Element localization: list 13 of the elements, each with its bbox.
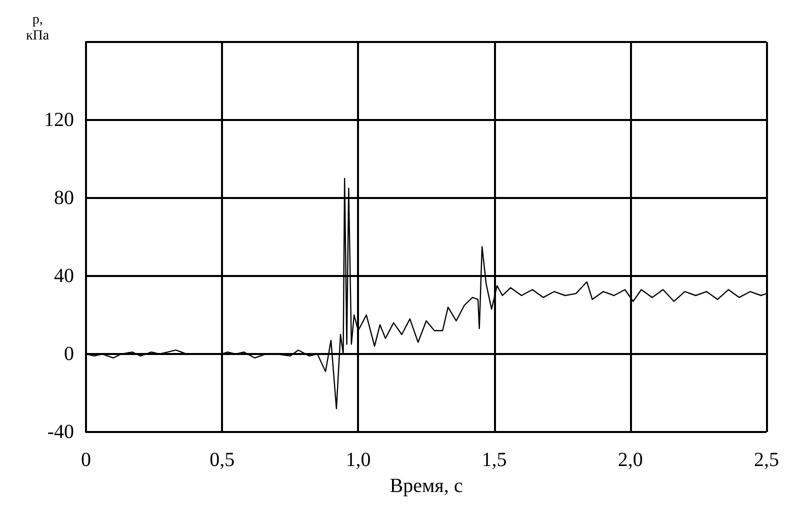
x-tick-label: 0,5 xyxy=(210,449,235,471)
y-axis-title: p, кПа xyxy=(26,12,50,44)
x-tick-label: 1,5 xyxy=(482,449,507,471)
y-tick-label: 40 xyxy=(54,265,74,287)
x-tick-label: 2,0 xyxy=(618,449,643,471)
x-axis-title: Время, с xyxy=(390,475,463,497)
y-tick-label: 80 xyxy=(54,187,74,209)
y-tick-label: 0 xyxy=(64,343,74,365)
x-tick-label: 1,0 xyxy=(346,449,371,471)
x-tick-label: 2,5 xyxy=(754,449,779,471)
y-tick-label: -40 xyxy=(47,421,74,443)
y-tick-label: 120 xyxy=(44,109,74,131)
x-tick-label: 0 xyxy=(81,449,91,471)
